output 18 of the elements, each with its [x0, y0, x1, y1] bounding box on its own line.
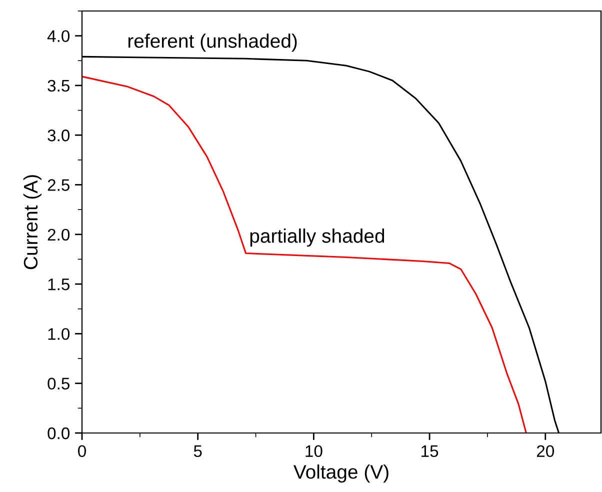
y-tick-label: 2.0 — [48, 228, 70, 241]
y-tick-label: 2.5 — [48, 179, 70, 191]
x-tick-label: 10 — [306, 445, 322, 458]
x-tick-label: 20 — [536, 445, 554, 458]
x-tick-label: 0 — [78, 445, 86, 458]
series-label: partially shaded — [250, 228, 384, 247]
y-tick-label: 3.5 — [48, 80, 70, 92]
series-label: referent (unshaded) — [128, 34, 297, 52]
y-tick-label: 0.0 — [48, 427, 70, 440]
y-tick-label: 1.0 — [48, 328, 70, 340]
x-tick-label: 5 — [194, 445, 202, 458]
y-tick-label: 1.5 — [48, 278, 70, 290]
y-tick-label: 4.0 — [47, 30, 70, 42]
y-tick-label: 3.0 — [48, 130, 70, 142]
y-tick-label: 0.5 — [48, 378, 70, 390]
x-tick-label: 15 — [422, 445, 438, 458]
y-axis-title: Current (A) — [23, 175, 42, 270]
x-axis-title: Voltage (V) — [293, 464, 388, 483]
